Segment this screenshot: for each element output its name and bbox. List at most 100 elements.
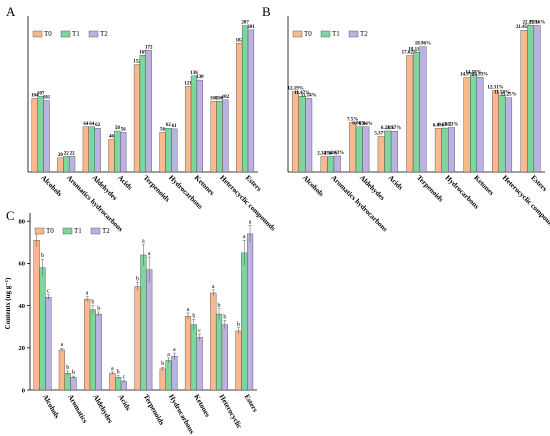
- bar-t0: [159, 368, 166, 391]
- bar-t0: [31, 98, 38, 173]
- bar-t0: [320, 156, 328, 173]
- data-label: 102: [222, 95, 230, 100]
- data-label: 14.33%: [472, 72, 488, 77]
- data-label: 18.11%: [408, 47, 424, 52]
- legend-label: T1: [332, 30, 340, 38]
- data-label: 6.84%: [359, 122, 373, 127]
- category-label: Alcohols: [301, 174, 325, 198]
- significance-letter: b: [66, 365, 69, 371]
- category-label: Aromatics: [66, 393, 89, 425]
- bar-t1: [327, 156, 335, 173]
- data-label: 14.3%: [460, 72, 474, 77]
- legend-swatch-t0: [34, 227, 45, 235]
- data-label: 207: [241, 21, 249, 26]
- bar-t1: [241, 252, 248, 391]
- data-label: 152: [133, 60, 141, 65]
- legend-label: T2: [102, 227, 110, 235]
- data-label: 22: [70, 151, 76, 156]
- bar-t0: [184, 315, 192, 391]
- legend-swatch-t2: [90, 227, 101, 235]
- significance-letter: b: [117, 370, 120, 376]
- data-label: 104: [31, 93, 39, 98]
- bar-t2: [247, 29, 255, 173]
- bar-t0: [82, 126, 89, 173]
- data-label: 21.45%: [516, 25, 532, 30]
- data-label: 6.22%: [381, 126, 395, 131]
- significance-letter: a: [111, 366, 114, 372]
- significance-letter: a: [212, 284, 215, 290]
- significance-letter: c: [198, 328, 201, 334]
- bar-t2: [95, 313, 102, 391]
- category-label: Alcohols: [39, 174, 63, 198]
- significance-letter: b: [136, 276, 139, 282]
- data-label: 56: [121, 127, 127, 132]
- bar-t1: [412, 52, 420, 173]
- bar-t1: [384, 130, 392, 173]
- y-tick-label: 60: [19, 261, 26, 268]
- data-label: 6.86%: [352, 122, 366, 127]
- bar-t2: [43, 100, 50, 173]
- data-label: 172: [145, 45, 153, 50]
- bar-t0: [292, 91, 300, 173]
- data-label: 11.47%: [294, 91, 310, 96]
- data-label: 22: [64, 151, 70, 156]
- data-label: 62: [166, 123, 172, 128]
- category-label: Acids: [117, 393, 133, 412]
- significance-letter: b: [72, 370, 75, 376]
- data-label: 20: [58, 153, 64, 158]
- bar-t0: [210, 292, 217, 391]
- bar-t2: [390, 131, 398, 173]
- legend-label: T2: [100, 30, 108, 38]
- data-label: 46: [109, 134, 115, 139]
- category-label: Ketones: [192, 393, 211, 419]
- bar-t2: [70, 377, 77, 391]
- category-label: Esters: [243, 393, 260, 414]
- bar-t2: [196, 79, 203, 173]
- significance-letter: c: [47, 289, 50, 295]
- data-label: 7.5%: [347, 117, 358, 122]
- bar-t0: [134, 286, 141, 391]
- category-label: Hydrocarbons: [167, 393, 196, 435]
- bar-t1: [165, 127, 172, 173]
- category-label: Terpenoids: [415, 174, 445, 204]
- bar-t1: [216, 101, 223, 173]
- bar-t1: [470, 75, 477, 173]
- bar-t2: [45, 296, 52, 391]
- legend-label: T0: [44, 30, 52, 38]
- data-label: 12.31%: [487, 86, 503, 91]
- data-label: 136: [190, 71, 198, 76]
- significance-letter: a: [61, 342, 64, 348]
- data-label: 100: [216, 96, 224, 101]
- panel-letter: C: [6, 208, 15, 223]
- data-label: 6.73%: [445, 123, 459, 128]
- bar-t0: [491, 90, 499, 173]
- data-label: 2.34%: [317, 152, 331, 157]
- panel-a: A 104 20 64 46 152 56 121 100 182 107 22 64 58 165 62 13…: [6, 4, 277, 233]
- bar-t1: [115, 377, 122, 391]
- bar-t2: [221, 324, 228, 391]
- bar-t2: [476, 77, 484, 173]
- data-label: 2.43%: [330, 151, 344, 156]
- significance-letter: b: [192, 313, 195, 319]
- category-label: Acids: [116, 174, 134, 192]
- data-label: 2.36%: [324, 151, 338, 156]
- y-tick-label: 40: [19, 303, 26, 310]
- bar-t0: [406, 55, 414, 173]
- y-axis-title: Contents (ug g⁻¹): [4, 277, 12, 329]
- category-label: Heterocyclic: [217, 393, 243, 431]
- data-label: 165: [139, 50, 147, 55]
- category-label: Acids: [387, 174, 405, 192]
- significance-letter: b: [223, 314, 226, 320]
- bar-t2: [196, 337, 203, 391]
- bar-t2: [120, 381, 128, 391]
- significance-letter: b: [161, 361, 164, 367]
- legend-label: T0: [304, 30, 312, 38]
- y-tick-label: 20: [19, 345, 26, 352]
- data-label: 56: [160, 127, 166, 132]
- data-label: 17.62%: [402, 51, 418, 56]
- bar-t0: [463, 77, 471, 173]
- bar-t2: [362, 126, 370, 173]
- legend-swatch-t2: [88, 30, 99, 38]
- bar-t2: [145, 50, 152, 173]
- bar-t0: [159, 132, 166, 173]
